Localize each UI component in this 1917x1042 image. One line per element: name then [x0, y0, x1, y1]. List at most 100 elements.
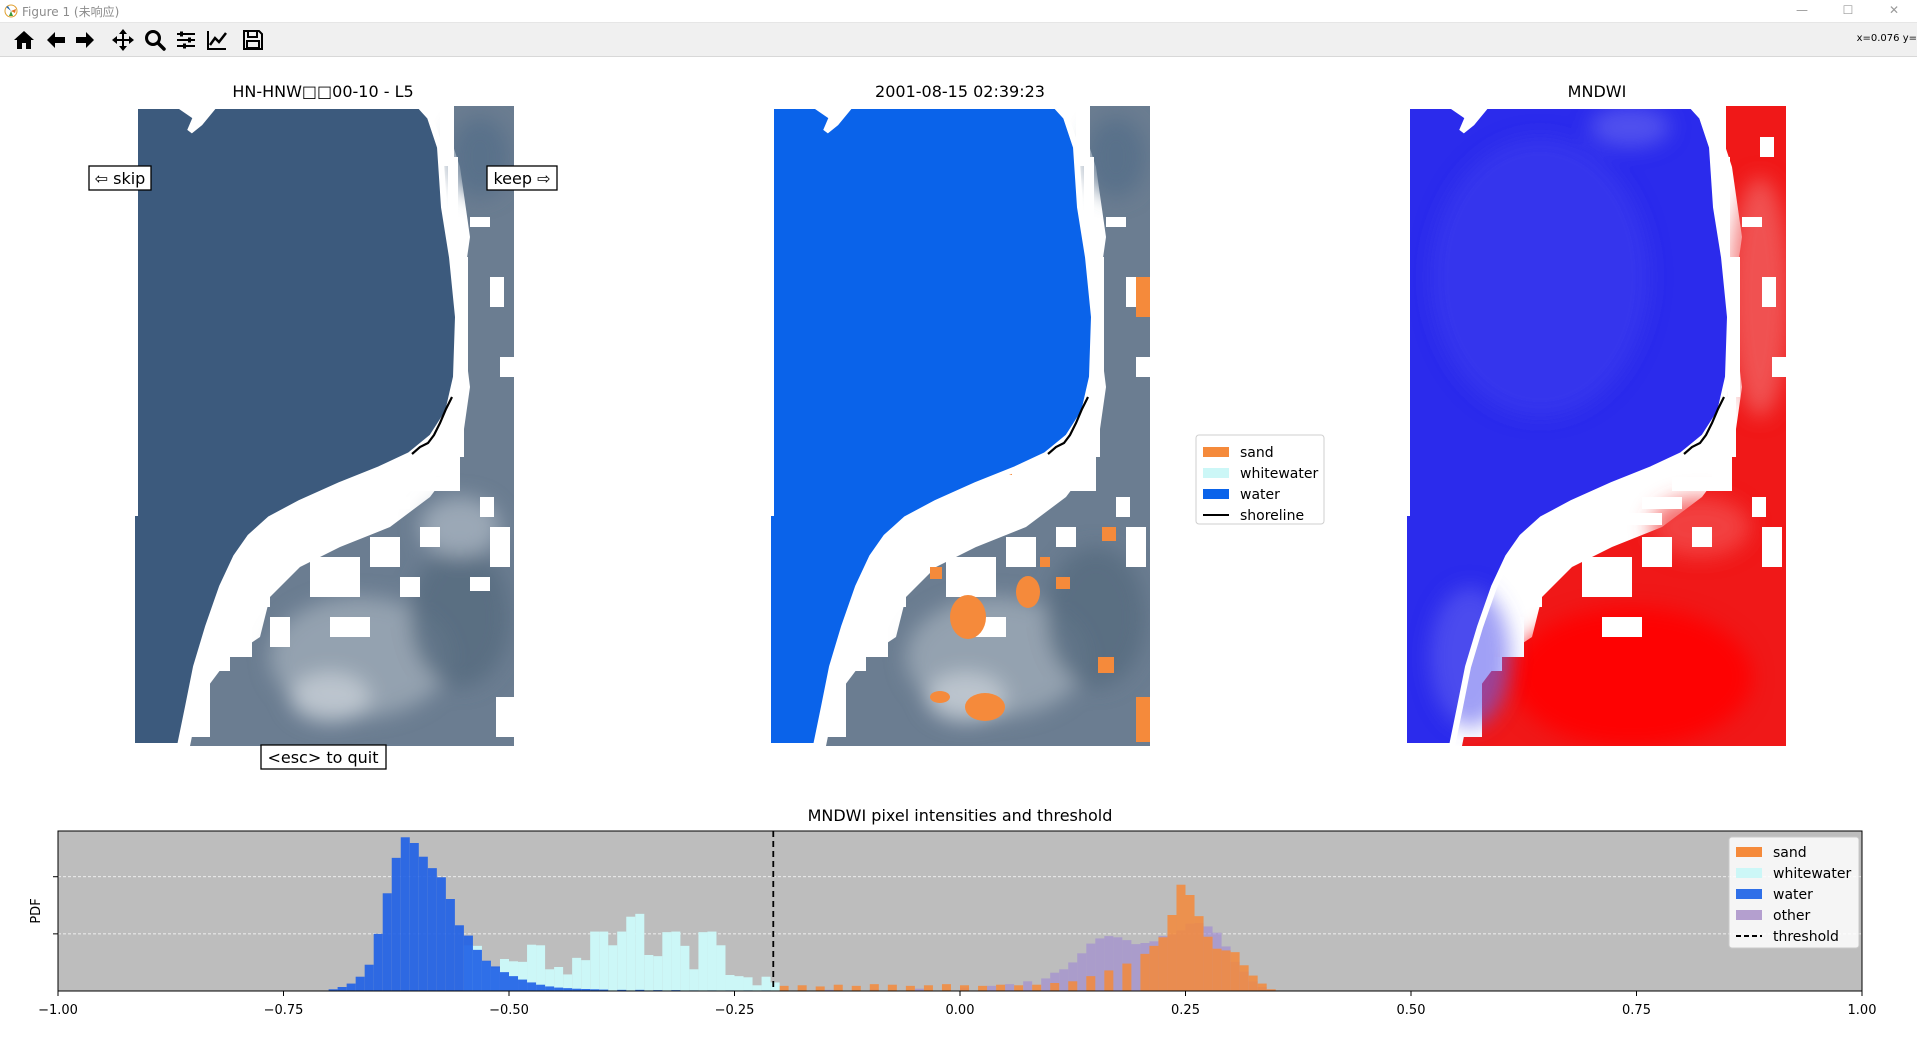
histogram-bar-water	[599, 989, 609, 991]
rgb-panel-title: HN-HNW□□00-10 - L5	[232, 82, 413, 101]
histogram-bar-sand	[1266, 989, 1276, 991]
histogram-bar-sand	[1194, 916, 1204, 991]
zoom-button[interactable]	[142, 27, 168, 53]
histogram-bar-sand	[1014, 985, 1024, 991]
skip-button-label: ⇦ skip	[95, 169, 146, 188]
mndwi-panel-title: MNDWI	[1568, 82, 1627, 101]
histogram-bar-sand	[1140, 953, 1150, 991]
maximize-icon[interactable]: ☐	[1842, 3, 1854, 17]
quit-button[interactable]: <esc> to quit	[260, 744, 387, 770]
histogram-bar-whitewater	[563, 974, 573, 991]
histogram-bar-sand	[960, 985, 970, 991]
histogram-bar-sand	[1086, 976, 1096, 991]
histogram-bar-whitewater	[689, 969, 699, 991]
histogram-bar-other	[1077, 953, 1087, 991]
histogram-bar-sand	[1176, 884, 1186, 991]
histogram-bar-other	[1023, 981, 1033, 991]
histogram-bar-other	[1059, 969, 1069, 991]
histogram-bar-sand	[869, 984, 879, 991]
histogram-bar-sand	[1158, 937, 1168, 991]
histogram-bar-whitewater	[770, 982, 780, 991]
histogram-bar-water	[364, 964, 374, 991]
classified-image-panel: 2001-08-15 02:39:23	[768, 82, 1150, 746]
histogram-bar-water	[581, 989, 591, 991]
minimize-icon[interactable]: —	[1796, 3, 1808, 17]
histogram-bar-whitewater	[518, 961, 528, 991]
histogram-x-tick-label: −0.50	[489, 1003, 529, 1018]
histogram-bar-other	[1050, 972, 1060, 991]
histogram-bar-water	[346, 983, 356, 991]
back-button[interactable]	[43, 27, 69, 53]
histogram-legend-label-whitewater: whitewater	[1773, 866, 1851, 882]
histogram-bar-sand	[941, 984, 951, 991]
class-legend-swatch-water	[1203, 489, 1229, 499]
histogram-bar-sand	[1248, 975, 1258, 991]
edit-axes-icon	[207, 31, 227, 50]
histogram-bar-water	[509, 976, 519, 991]
histogram-bar-sand	[978, 985, 988, 991]
histogram-bar-whitewater	[734, 976, 744, 991]
close-icon[interactable]: ✕	[1888, 3, 1900, 17]
navigation-toolbar: x=0.076 y=	[0, 23, 1917, 57]
skip-button[interactable]: ⇦ skip	[88, 165, 152, 191]
histogram-bar-other	[824, 989, 834, 991]
histogram-bar-sand	[779, 985, 789, 991]
keep-button[interactable]: keep ⇨	[486, 165, 558, 191]
histogram-bar-water	[328, 989, 338, 991]
histogram-legend-swatch-other	[1736, 910, 1762, 920]
histogram-bar-sand	[996, 984, 1006, 991]
histogram-bar-sand	[1167, 915, 1177, 991]
histogram-x-tick-label: −0.25	[715, 1003, 755, 1018]
histogram-legend-swatch-water	[1736, 889, 1762, 899]
histogram-bar-whitewater	[590, 931, 600, 991]
histogram-bar-water	[590, 989, 600, 991]
histogram-bar-sand	[1230, 952, 1240, 991]
configure-subplots-icon	[177, 31, 195, 49]
histogram-bar-water	[572, 988, 582, 991]
histogram-bar-water	[617, 989, 627, 991]
sand-patches	[930, 277, 1150, 742]
histogram-bar-whitewater	[536, 945, 546, 991]
pan-button[interactable]	[110, 27, 136, 53]
histogram-legend-label-water: water	[1773, 887, 1813, 903]
classified-image	[768, 106, 1150, 746]
histogram-bar-whitewater	[527, 944, 537, 991]
histogram-x-tick-label: −0.75	[264, 1003, 304, 1018]
histogram-bar-other	[987, 985, 997, 991]
class-legend-label-water: water	[1240, 487, 1280, 503]
histogram-x-tick-label: −1.00	[38, 1003, 78, 1018]
histogram-bar-other	[1113, 937, 1123, 991]
save-button[interactable]	[240, 27, 266, 53]
class-legend-swatch-sand	[1203, 447, 1229, 457]
histogram-bar-whitewater	[644, 955, 654, 991]
histogram-bar-water	[382, 893, 392, 991]
histogram-bar-whitewater	[743, 977, 753, 991]
histogram-bar-water	[409, 843, 419, 991]
histogram-legend-swatch-sand	[1736, 847, 1762, 857]
mndwi-image-panel: MNDWI	[1404, 82, 1786, 746]
configure-subplots-button[interactable]	[173, 27, 199, 53]
figure-canvas[interactable]: HN-HNW□□00-10 - L5	[0, 57, 1917, 1042]
histogram-gridlines	[58, 876, 1862, 935]
histogram-y-label: PDF	[29, 898, 44, 923]
histogram-bar-sand	[1104, 970, 1114, 991]
home-button[interactable]	[11, 27, 37, 53]
keep-button-label: keep ⇨	[493, 169, 550, 188]
histogram-bar-water	[400, 837, 410, 991]
histogram-bar-sand	[1257, 983, 1267, 991]
histogram-bar-water	[454, 925, 464, 991]
histogram-bar-water	[373, 933, 383, 991]
histogram-bar-water	[527, 982, 537, 991]
histogram-bar-sand	[797, 985, 807, 991]
histogram-bar-whitewater	[572, 957, 582, 991]
forward-button[interactable]	[72, 27, 98, 53]
histogram-bar-sand	[887, 984, 897, 991]
edit-axes-button[interactable]	[204, 27, 230, 53]
histogram-bar-water	[499, 972, 509, 991]
histogram-title: MNDWI pixel intensities and threshold	[808, 806, 1113, 825]
mndwi-image	[1404, 106, 1786, 746]
class-legend: sand whitewater water shoreline	[1195, 434, 1325, 525]
back-arrow-icon	[47, 32, 65, 48]
histogram-bar-water	[545, 986, 555, 991]
histogram-bar-whitewater	[662, 932, 672, 991]
